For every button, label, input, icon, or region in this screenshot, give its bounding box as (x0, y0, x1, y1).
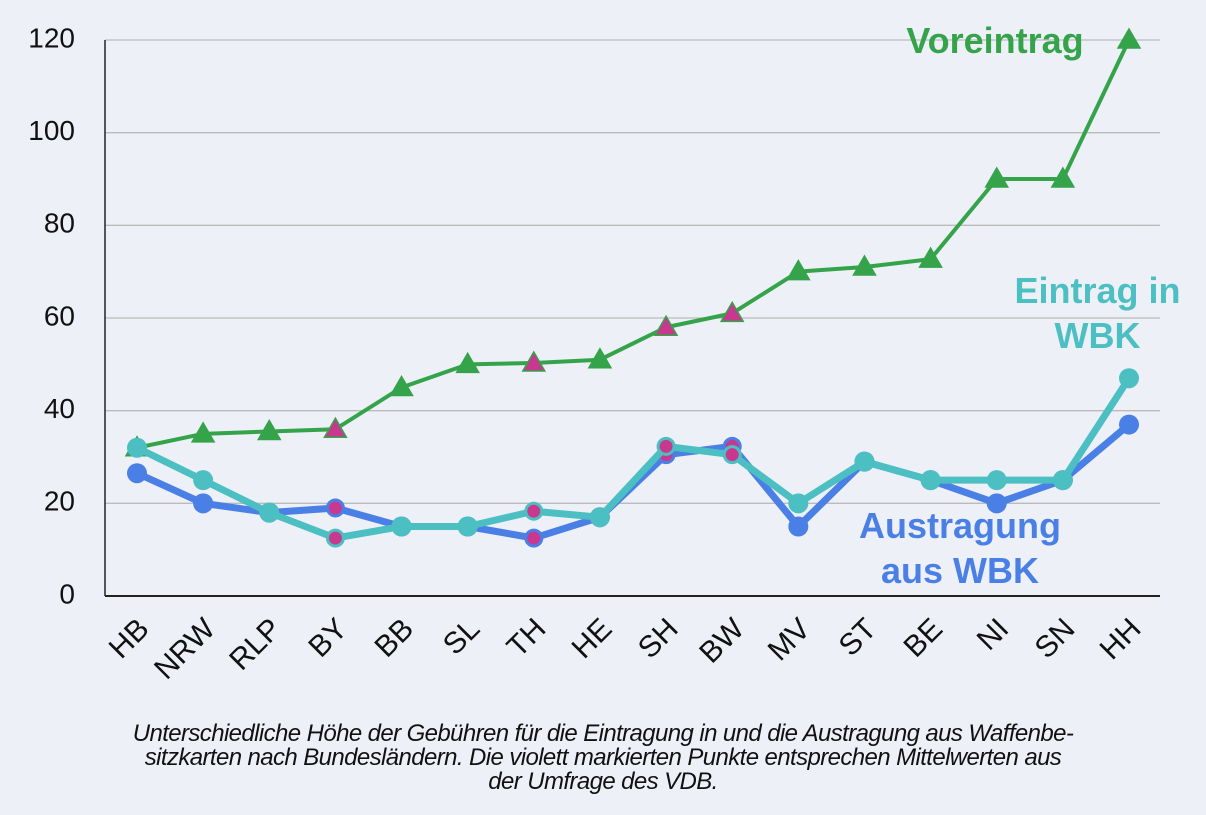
marker (524, 501, 544, 521)
x-tick-label: MV (762, 612, 817, 667)
series-line (135, 376, 1132, 542)
marker (920, 470, 941, 491)
marker (325, 498, 345, 518)
x-tick-label: HE (566, 612, 619, 665)
marker (193, 470, 214, 491)
marker (457, 516, 478, 537)
marker (190, 421, 216, 443)
x-tick-label: ST (833, 612, 883, 662)
marker (852, 254, 877, 276)
marker (589, 507, 610, 528)
x-tick-label: SH (632, 612, 685, 665)
x-tick-label: SL (437, 612, 486, 661)
x-tick-label: NI (971, 612, 1016, 657)
x-tick-label: HB (103, 612, 156, 665)
marker (986, 493, 1007, 514)
x-tick-label: BY (302, 612, 354, 664)
y-tick-label: 120 (28, 22, 75, 53)
marker (1119, 368, 1139, 389)
marker (1119, 414, 1139, 435)
series-label: Voreintrag (906, 20, 1084, 61)
y-tick-label: 20 (44, 486, 75, 517)
marker (786, 259, 811, 281)
x-tick-label: RLP (223, 612, 288, 677)
marker (986, 470, 1007, 491)
marker (653, 314, 679, 337)
x-tick-label: BE (898, 612, 950, 664)
caption-line: Unterschiedliche Höhe der Gebühren für d… (132, 720, 1074, 747)
marker (127, 437, 147, 458)
marker (391, 516, 412, 537)
x-tick-label: NRW (148, 612, 222, 686)
caption: Unterschiedliche Höhe der Gebühren für d… (0, 722, 1206, 794)
caption-line: sitzkarten nach Bundesländern. Die viole… (144, 744, 1062, 771)
marker (127, 463, 147, 484)
marker (854, 451, 875, 472)
series-line (136, 39, 1131, 450)
marker (521, 350, 547, 372)
marker (389, 375, 414, 397)
caption-line: der Umfrage des VDB. (488, 768, 718, 795)
y-tick-label: 60 (44, 300, 75, 331)
x-tick-label: BW (693, 612, 751, 670)
marker (323, 416, 348, 438)
series-label: Eintrag in WBK (1014, 270, 1181, 356)
y-tick-label: 100 (28, 115, 75, 146)
x-tick-label: TH (501, 612, 553, 664)
marker (1050, 166, 1076, 188)
marker (984, 166, 1010, 188)
marker (455, 351, 480, 374)
marker (719, 300, 745, 323)
marker (722, 445, 742, 465)
marker (587, 347, 613, 369)
marker (256, 419, 282, 441)
series-label: Austragung aus WBK (859, 505, 1061, 591)
marker (524, 528, 544, 548)
marker (193, 493, 214, 514)
y-tick-label: 80 (44, 208, 75, 239)
y-tick-label: 0 (59, 578, 75, 609)
marker (788, 516, 809, 537)
y-tick-label: 40 (44, 393, 75, 424)
marker (259, 502, 280, 523)
marker (656, 436, 676, 456)
marker (1052, 470, 1073, 491)
marker (325, 528, 345, 548)
x-tick-label: BB (368, 612, 420, 664)
marker (918, 246, 943, 268)
x-tick-label: HH (1094, 612, 1148, 666)
x-tick-label: SN (1029, 612, 1082, 665)
marker (788, 493, 809, 514)
marker (1116, 27, 1142, 49)
